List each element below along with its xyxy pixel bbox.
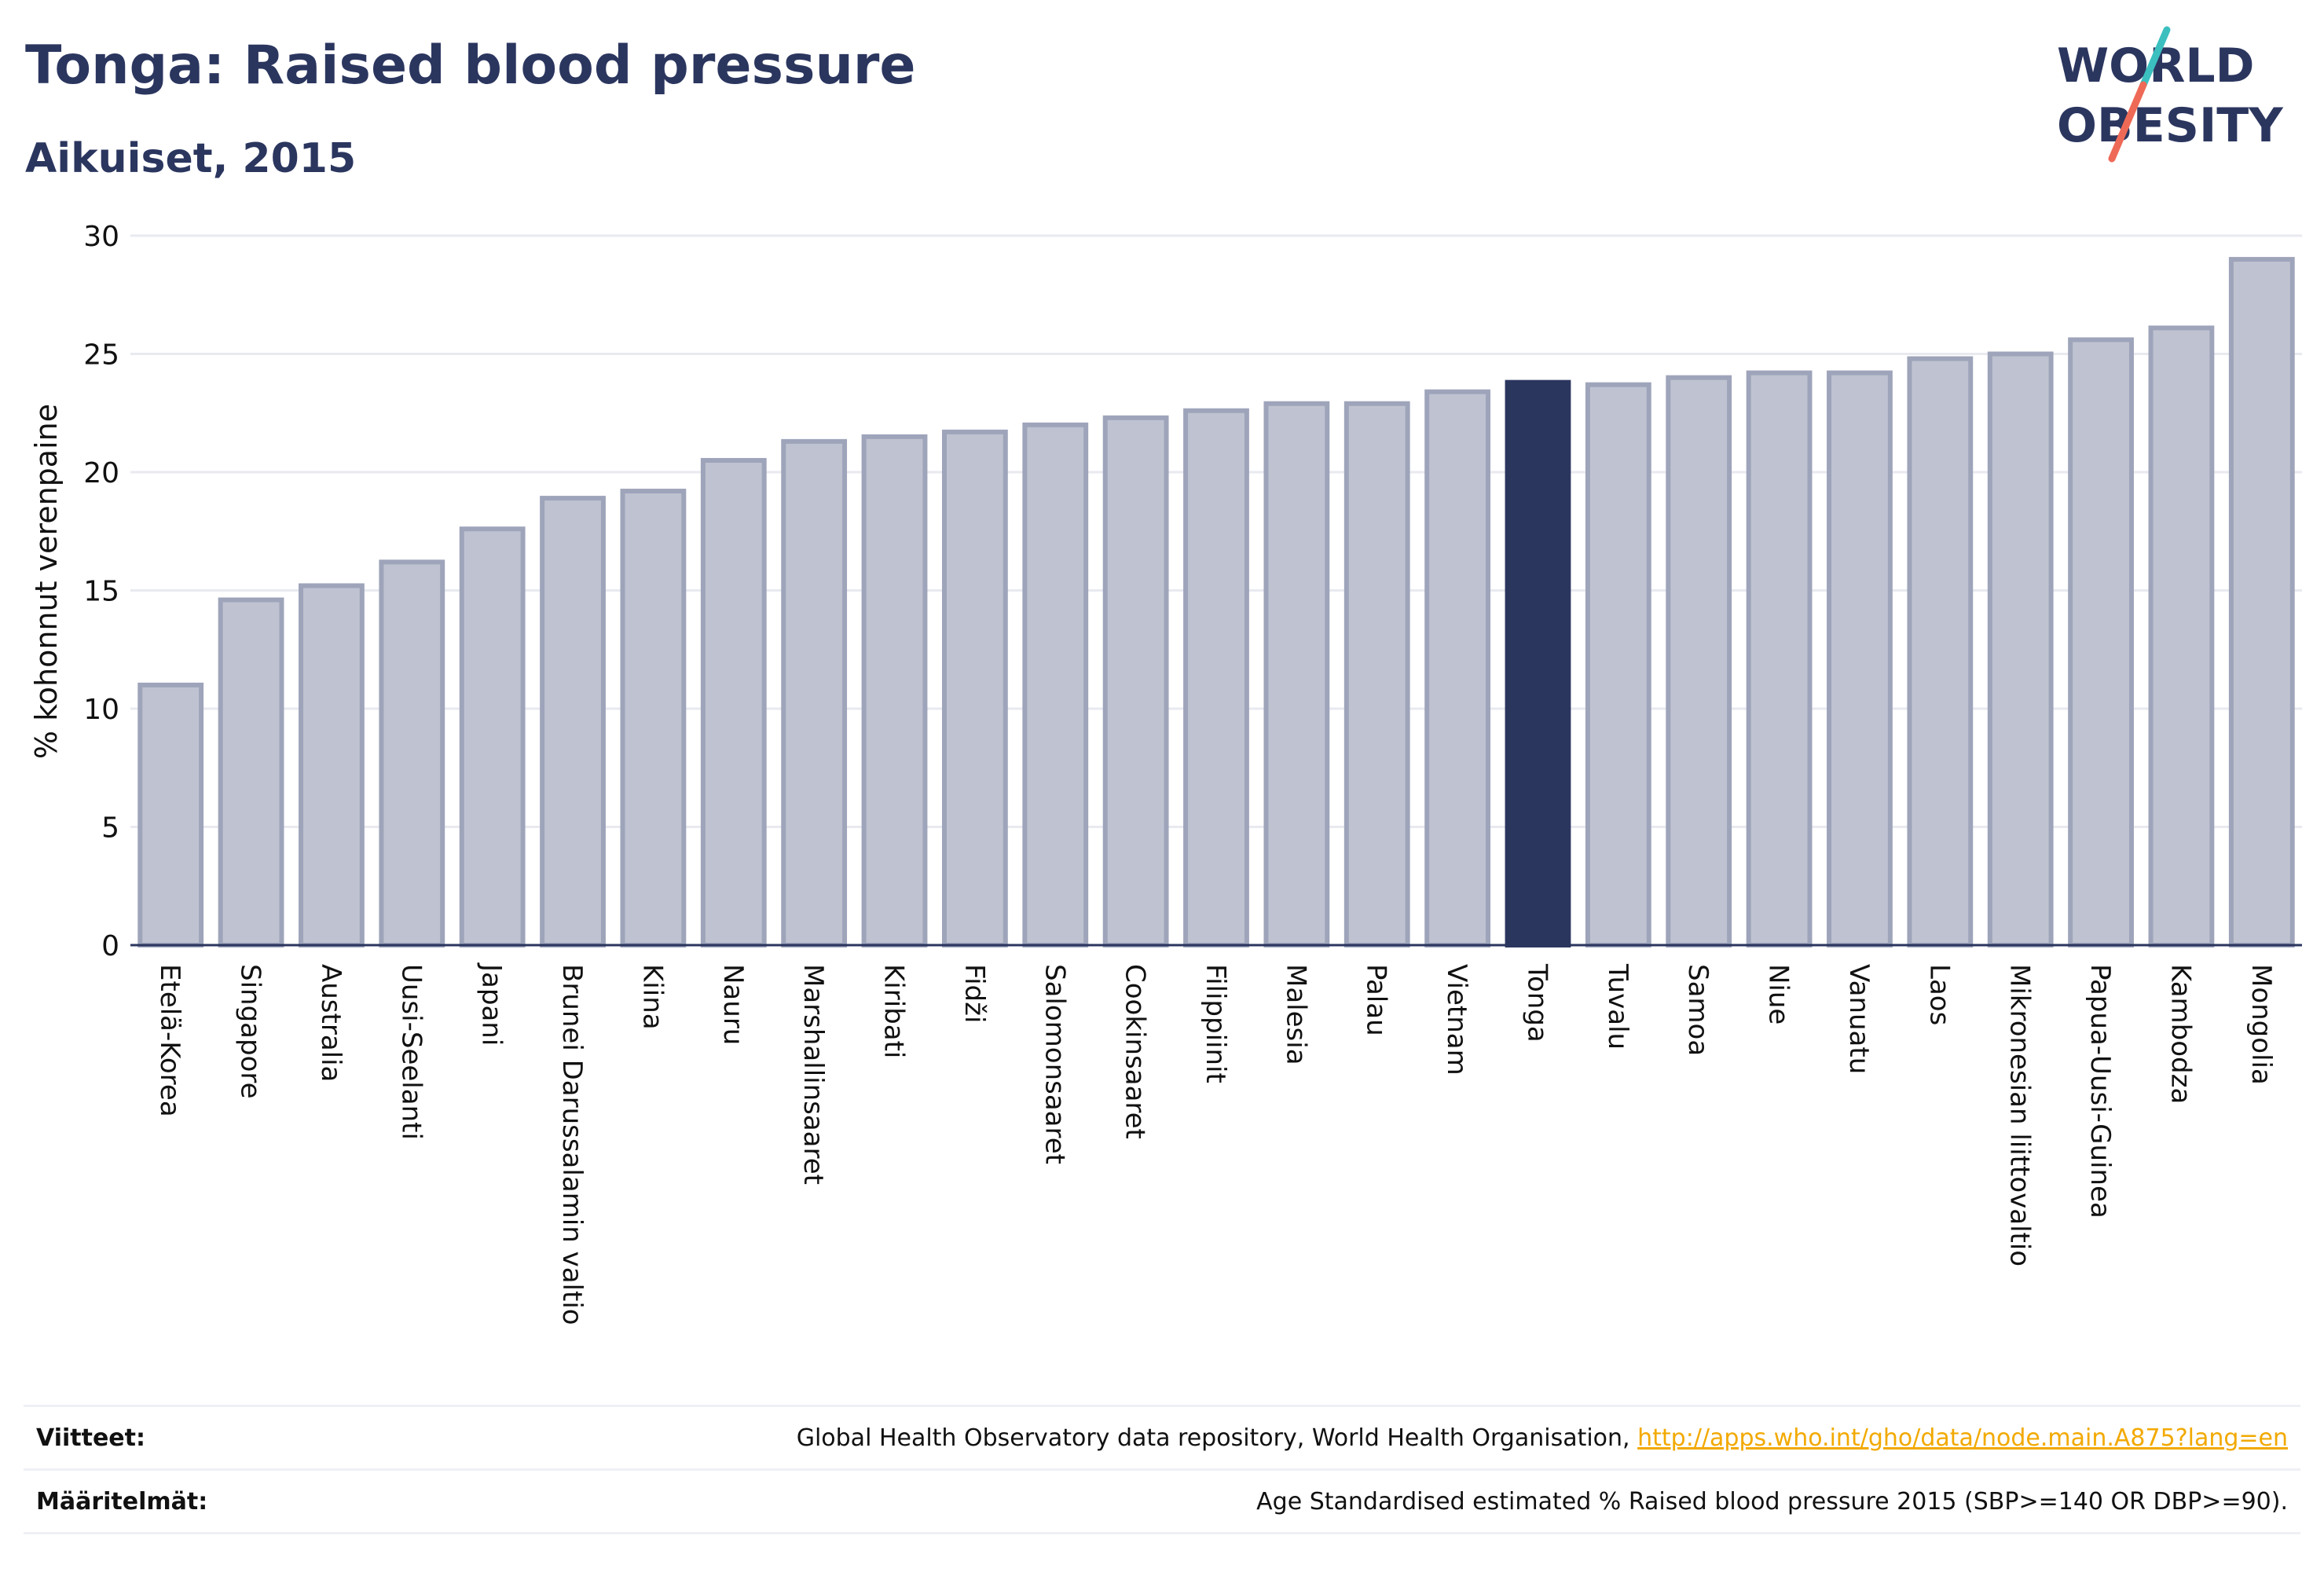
bar [1102, 415, 1169, 947]
bars [137, 257, 2295, 948]
y-tick-label: 0 [101, 930, 119, 962]
bar [1666, 375, 1732, 948]
bar [620, 489, 687, 947]
x-tick-label: Etelä-Korea [154, 964, 185, 1117]
bar [941, 429, 1008, 947]
bar [781, 438, 848, 947]
x-tick-label: Mikronesian liittovaltio [2004, 964, 2036, 1266]
x-tick-label: Kiribati [878, 964, 910, 1058]
bar [1907, 356, 1974, 947]
bar [1343, 401, 1410, 947]
bar-chart: 0 5 10 15 20 25 30 Etelä-Korea Singapore Australi… [29, 221, 2302, 1325]
logo-slash-coral [2108, 81, 2147, 163]
bar [700, 457, 767, 947]
x-tick-label: Uusi-Seelanti [395, 964, 427, 1140]
chart-subtitle: Aikuiset, 2015 [25, 135, 357, 182]
x-tick-label: Kambodza [2165, 964, 2196, 1104]
bar [1022, 422, 1089, 947]
axes: 0 5 10 15 20 25 30 Etelä-Korea Singapore Australi… [83, 221, 2302, 1325]
bar-highlighted [1505, 379, 1571, 947]
bar [1746, 370, 1813, 947]
definitions-text: Age Standardised estimated % Raised bloo… [1256, 1487, 2288, 1516]
definitions-label: Määritelmät: [36, 1487, 208, 1516]
x-tick-label: Papua-Uusi-Guinea [2084, 964, 2116, 1219]
chart-title: Tonga: Raised blood pressure [25, 35, 916, 97]
y-tick-label: 25 [83, 339, 119, 372]
logo-slash-teal [2139, 26, 2171, 89]
bar [299, 583, 365, 947]
bar [1827, 370, 1893, 947]
sources-link[interactable]: http://apps.who.int/gho/data/node.main.A… [1637, 1424, 2288, 1452]
bar [2148, 325, 2215, 947]
bar [2068, 337, 2134, 947]
bar [218, 597, 284, 947]
bar [379, 559, 445, 947]
x-tick-label: Niue [1763, 964, 1794, 1024]
sources-text: Global Health Observatory data repositor… [796, 1424, 1630, 1452]
bar [1424, 389, 1491, 948]
x-tick-label: Palau [1361, 964, 1392, 1036]
references-bottom-border [24, 1532, 2300, 1534]
bar [137, 682, 204, 948]
x-tick-label: Laos [1923, 964, 1955, 1025]
x-tick-label: Salomonsaaret [1039, 964, 1070, 1164]
x-tick-label: Cookinsaaret [1120, 964, 1151, 1139]
x-tick-label: Australia [315, 964, 346, 1082]
y-tick-label: 5 [101, 812, 119, 845]
y-tick-label: 15 [83, 576, 119, 608]
y-tick-label: 30 [83, 221, 119, 253]
bar [861, 434, 928, 947]
x-tick-label: Vietnam [1441, 964, 1472, 1076]
x-tick-label: Vanuatu [1843, 964, 1875, 1074]
y-tick-label: 20 [83, 457, 119, 489]
x-tick-label: Singapore [235, 964, 266, 1099]
x-tick-label: Samoa [1682, 964, 1714, 1056]
x-tick-label: Japani [476, 962, 508, 1046]
x-tick-label: Mongolia [2245, 964, 2277, 1085]
sources-value: Global Health Observatory data repositor… [797, 1424, 2300, 1452]
x-tick-label: Fidži [959, 964, 990, 1023]
world-obesity-logo: WORLD OBESITY [2057, 26, 2284, 163]
y-tick-label: 10 [83, 694, 119, 726]
bar [1585, 382, 1651, 947]
bar [459, 526, 526, 947]
x-tick-label: Tuvalu [1602, 963, 1633, 1050]
bar [1183, 408, 1249, 947]
sources-label: Viitteet: [36, 1424, 145, 1452]
bar [540, 496, 606, 947]
bar [1263, 401, 1330, 947]
x-tick-label: Brunei Darussalamin valtio [556, 964, 588, 1325]
x-tick-label: Marshallinsaaret [797, 964, 829, 1185]
x-tick-label: Nauru [717, 964, 749, 1045]
bar [2228, 257, 2295, 948]
logo-line2: OBESITY [2057, 98, 2284, 153]
x-tick-label: Filippiinit [1200, 964, 1231, 1083]
x-tick-label: Kiina [636, 964, 668, 1030]
bar [1987, 351, 2054, 947]
x-tick-label: Malesia [1280, 964, 1311, 1065]
y-axis-label: % kohonnut verenpaine [29, 404, 64, 759]
definitions-row: Määritelmät: Age Standardised estimated … [24, 1468, 2300, 1532]
sources-row: Viitteet: Global Health Observatory data… [24, 1405, 2300, 1468]
x-tick-label: Tonga [1521, 963, 1552, 1043]
